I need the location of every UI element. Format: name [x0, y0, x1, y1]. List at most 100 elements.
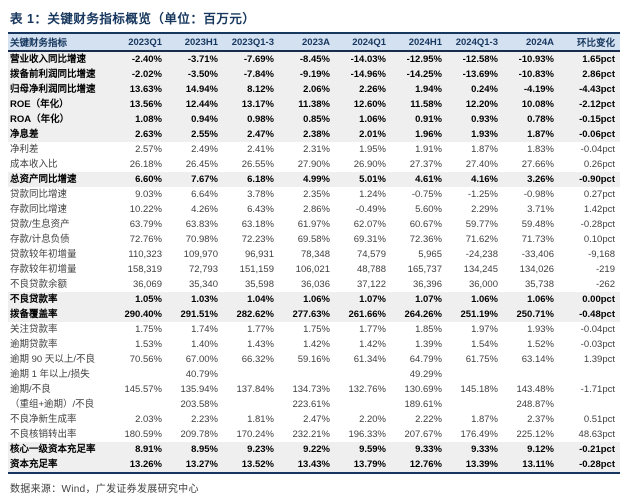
cell-value: 180.59%	[124, 429, 162, 440]
cell-value: 7.67%	[191, 174, 218, 185]
cell-value: 69.31%	[353, 234, 386, 245]
header-period: 2024Q1	[352, 36, 386, 48]
cell-value: 13.56%	[129, 99, 162, 110]
cell-value: 72.76%	[129, 234, 162, 245]
cell-value: -7.84%	[243, 69, 274, 80]
cell-value: -0.75%	[411, 189, 442, 200]
cell-value: -2.02%	[131, 69, 162, 80]
cell-value: 1.97%	[471, 324, 498, 335]
cell-value: 2.47%	[247, 129, 274, 140]
header-period: 环比变化	[576, 38, 615, 49]
cell-value: -0.04pct	[580, 144, 615, 155]
cell-value: -10.83%	[518, 69, 554, 80]
cell-value: 1.83%	[527, 144, 554, 155]
cell-value: 2.20%	[359, 414, 386, 425]
cell-value: 2.57%	[135, 144, 162, 155]
cell-value: 2.37%	[527, 414, 554, 425]
cell-value: 2.01%	[359, 129, 386, 140]
cell-value: 26.45%	[185, 159, 218, 170]
cell-value: 2.47%	[303, 414, 330, 425]
cell-value: 26.90%	[353, 159, 386, 170]
cell-value: 13.43%	[297, 459, 330, 470]
cell-value: 1.54%	[471, 339, 498, 350]
cell-value: 2.23%	[191, 414, 218, 425]
table-row: 成本收入比 26.18% 26.45% 26.55% 27.90% 26.90% 27.37…	[8, 157, 620, 172]
cell-value: 1.75%	[135, 324, 162, 335]
cell-value: 4.61%	[415, 174, 442, 185]
cell-value: 9.33%	[415, 444, 442, 455]
header-period: 2024H1	[408, 36, 442, 48]
cell-value: 1.74%	[191, 324, 218, 335]
cell-value: 35,598	[244, 279, 274, 290]
cell-value: 69.58%	[297, 234, 330, 245]
header-period: 2023Q1	[128, 36, 162, 48]
cell-value: -3.71%	[187, 54, 218, 65]
cell-value: 72.36%	[409, 234, 442, 245]
cell-value	[340, 397, 396, 412]
cell-value: 1.06%	[527, 294, 554, 305]
cell-value: 1.39pct	[583, 354, 615, 365]
cell-value: 13.26%	[129, 459, 162, 470]
row-label: 逾期 1 年以上/损失	[10, 369, 90, 380]
row-label: 资本充足率	[10, 459, 58, 470]
cell-value: 2.06%	[303, 84, 330, 95]
cell-value: 1.06%	[471, 294, 498, 305]
table-row: （重组+逾期）/不良 203.58% 223.61% 189.61% 248.87%	[8, 397, 620, 412]
cell-value: 70.56%	[129, 354, 162, 365]
cell-value: 2.26%	[359, 84, 386, 95]
cell-value: 1.94%	[415, 84, 442, 95]
cell-value: -1.25%	[467, 189, 498, 200]
cell-value: 48.63pct	[578, 429, 615, 440]
cell-value: 2.03%	[135, 414, 162, 425]
table-row: 存款/计息负债 72.76% 70.98% 72.23% 69.58% 69.31% 72.…	[8, 232, 620, 247]
cell-value: 176.49%	[460, 429, 498, 440]
cell-value: 1.81%	[247, 414, 274, 425]
cell-value: -3.50%	[187, 69, 218, 80]
row-label: 存款同比增速	[10, 204, 68, 215]
cell-value: 1.07%	[359, 294, 386, 305]
cell-value: 1.75%	[303, 324, 330, 335]
header-period: 2024Q1-3	[455, 36, 498, 48]
header-period: 2023A	[302, 36, 330, 48]
row-label: 拨备前利润同比增速	[10, 69, 96, 80]
cell-value: 203.58%	[180, 399, 218, 410]
cell-value: -14.03%	[350, 54, 386, 65]
cell-value: 36,069	[132, 279, 162, 290]
cell-value: -9.19%	[299, 69, 330, 80]
cell-value: -1.71pct	[580, 384, 615, 395]
table-row: 净利差 2.57% 2.49% 2.41% 2.31% 1.95% 1.91% 1.87% 1.…	[8, 142, 620, 157]
cell-value: 264.26%	[404, 309, 442, 320]
row-label: 净息差	[10, 129, 39, 140]
cell-value: 3.71%	[527, 204, 554, 215]
cell-value: 1.95%	[359, 144, 386, 155]
cell-value: 5.60%	[415, 204, 442, 215]
cell-value: 1.52%	[527, 339, 554, 350]
cell-value: 49.29%	[409, 369, 442, 380]
cell-value: -9,168	[588, 249, 615, 260]
cell-value: 232.21%	[292, 429, 330, 440]
cell-value: 1.53%	[135, 339, 162, 350]
cell-value: -0.28pct	[579, 459, 615, 470]
cell-value: 3.78%	[247, 189, 274, 200]
table-row: 逾期贷款率 1.53% 1.40% 1.43% 1.42% 1.42% 1.39% 1.54%…	[8, 337, 620, 352]
row-label: 存款/计息负债	[10, 234, 70, 245]
cell-value: -4.43pct	[579, 84, 615, 95]
table-row: 存款同比增速 10.22% 4.26% 6.43% 2.86% -0.49% 5.60% 2.…	[8, 202, 620, 217]
cell-value: 59.48%	[521, 219, 554, 230]
cell-value: 72,793	[188, 264, 218, 275]
cell-value: -33,406	[521, 249, 554, 260]
table-row: 不良净新生成率 2.03% 2.23% 1.81% 2.47% 2.20% 2.22% 1.8…	[8, 412, 620, 427]
cell-value: 13.17%	[241, 99, 274, 110]
cell-value: 165,737	[407, 264, 442, 275]
cell-value: 170.24%	[236, 429, 274, 440]
cell-value: 71.73%	[521, 234, 554, 245]
table-title: 表 1：关键财务指标概览（单位：百万元）	[10, 12, 256, 26]
cell-value: 27.90%	[297, 159, 330, 170]
cell-value: 78,348	[300, 249, 330, 260]
cell-value: 134.73%	[292, 384, 330, 395]
cell-value: 2.86pct	[582, 69, 615, 80]
table-row: 总资产同比增速 6.60% 7.67% 6.18% 4.99% 5.01% 4.61% 4.1…	[8, 172, 620, 187]
cell-value: -10.93%	[518, 54, 554, 65]
cell-value: 1.65pct	[582, 54, 615, 65]
